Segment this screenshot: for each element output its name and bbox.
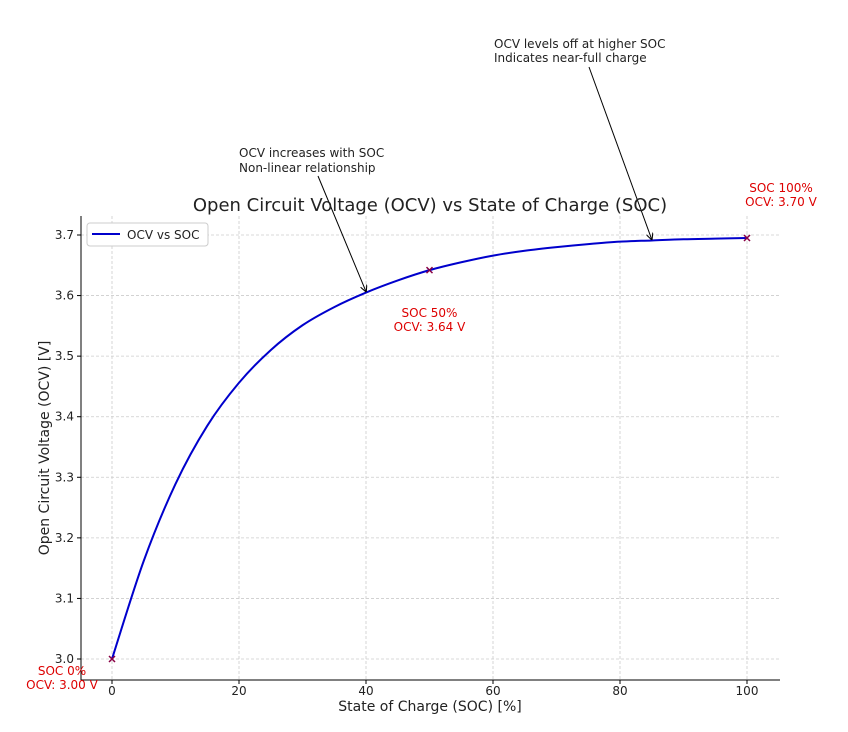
marker-x <box>108 655 116 663</box>
x-tick-label: 20 <box>231 684 246 698</box>
x-tick-label: 40 <box>358 684 373 698</box>
annotation-2-line1: OCV levels off at higher SOC <box>494 37 665 51</box>
x-axis-label: State of Charge (SOC) [%] <box>338 699 521 715</box>
marker-label-line1: SOC 100% <box>749 181 813 195</box>
y-axis-label: Open Circuit Voltage (OCV) [V] <box>37 341 53 556</box>
marker-label-line1: SOC 0% <box>38 664 86 678</box>
y-tick-label: 3.1 <box>55 591 74 605</box>
marker-x <box>425 266 434 274</box>
legend-box <box>86 222 209 247</box>
legend: OCV vs SOC <box>86 222 209 247</box>
x-tick-label: 0 <box>108 684 116 698</box>
marker-x <box>743 234 751 242</box>
y-tick-label: 3.7 <box>55 228 74 242</box>
x-ticks: 0 20 40 60 80 100 <box>108 680 758 698</box>
markers: SOC 0%OCV: 3.00 V SOC 50%OCV: 3.64 V SOC 1… <box>26 181 817 692</box>
marker-label-line1: SOC 50% <box>402 306 458 320</box>
y-tick-label: 3.5 <box>55 349 74 363</box>
y-tick-label: 3.4 <box>55 410 74 424</box>
y-tick-label: 3.6 <box>55 289 74 303</box>
y-tick-label: 3.3 <box>55 470 74 484</box>
y-tick-label: 3.2 <box>55 531 74 545</box>
marker-label-line2: OCV: 3.70 V <box>745 195 817 209</box>
marker-label-line2: OCV: 3.64 V <box>394 320 466 334</box>
grid <box>81 216 780 680</box>
y-tick-label: 3.0 <box>55 652 74 666</box>
chart-title: Open Circuit Voltage (OCV) vs State of C… <box>193 195 667 216</box>
annotation-2-line2: Indicates near-full charge <box>494 51 647 65</box>
series-line-ocv-vs-soc <box>111 237 748 660</box>
marker-label-line2: OCV: 3.00 V <box>26 678 98 692</box>
x-tick-label: 100 <box>736 684 759 698</box>
annotation-1-line2: Non-linear relationship <box>239 161 376 175</box>
y-ticks: 3.0 3.1 3.2 3.3 3.4 3.5 3.6 3.7 <box>55 228 81 666</box>
x-tick-label: 60 <box>485 684 500 698</box>
legend-label: OCV vs SOC <box>127 228 199 242</box>
annotations: OCV increases with SOC Non-linear relati… <box>239 37 665 292</box>
x-tick-label: 80 <box>612 684 627 698</box>
annotation-1-line1: OCV increases with SOC <box>239 146 384 160</box>
annotation-arrow-2 <box>588 66 652 239</box>
annotation-arrow-1 <box>317 175 366 292</box>
